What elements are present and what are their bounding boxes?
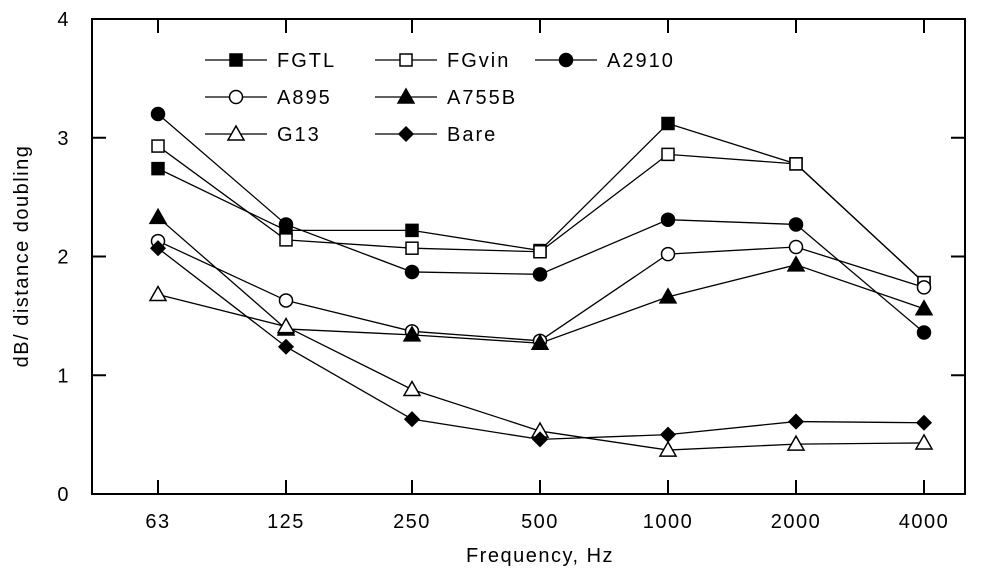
y-tick-label: 4 — [57, 9, 70, 31]
legend-item-fgtl: FGTL — [205, 50, 336, 72]
data-point-fgvin — [789, 157, 803, 171]
data-point-bare — [915, 414, 933, 431]
data-point-a895 — [788, 239, 804, 255]
data-point-bare — [531, 431, 549, 448]
data-point-fgvin — [279, 233, 293, 247]
data-point-a2910 — [404, 264, 420, 280]
x-tick-label: 4000 — [899, 511, 950, 533]
data-point-a755b — [148, 207, 168, 225]
legend-label: A895 — [277, 87, 332, 109]
y-axis-title: dB/ distance doubling — [11, 145, 33, 368]
y-tick-label: 0 — [57, 484, 70, 506]
data-point-a2910 — [150, 106, 166, 122]
data-point-g13 — [914, 433, 934, 450]
legend-item-a2910: A2910 — [535, 50, 675, 72]
x-tick-label: 1000 — [643, 511, 694, 533]
data-point-a2910 — [532, 267, 548, 282]
data-point-bare — [787, 413, 805, 430]
legend-label: FGvin — [447, 50, 510, 72]
data-point-a2910 — [278, 217, 294, 232]
legend-label: Bare — [447, 124, 497, 146]
legend-marker-g13 — [226, 124, 246, 141]
x-axis-title: Frequency, Hz — [466, 545, 614, 567]
legend-item-a755b: A755B — [375, 87, 517, 109]
legend-item-a895: A895 — [205, 87, 332, 109]
x-tick-label: 2000 — [771, 511, 822, 533]
legend-marker-fgvin — [399, 53, 413, 67]
data-point-fgvin — [405, 241, 419, 255]
y-tick-label: 2 — [57, 247, 70, 269]
data-point-a2910 — [916, 325, 932, 340]
legend-label: FGTL — [277, 50, 336, 72]
data-point-g13 — [786, 434, 806, 451]
data-point-fgtl — [661, 116, 675, 131]
legend-label: A2910 — [607, 50, 675, 72]
data-point-bare — [659, 426, 677, 443]
series-line-fgvin — [157, 145, 925, 284]
y-tick-label: 3 — [57, 128, 70, 150]
data-point-g13 — [148, 284, 168, 302]
legend-marker-bare — [397, 125, 415, 143]
data-point-a2910 — [788, 217, 804, 232]
y-tick-label: 1 — [57, 365, 70, 387]
series-line-a2910 — [157, 113, 925, 333]
legend-marker-a755b — [396, 87, 416, 104]
data-point-a895 — [278, 293, 294, 308]
data-point-a755b — [914, 299, 934, 316]
x-tick-label: 500 — [521, 511, 559, 533]
data-point-fgtl — [405, 223, 419, 238]
data-point-bare — [277, 338, 295, 355]
data-point-bare — [149, 240, 167, 257]
legend-label: A755B — [447, 87, 517, 109]
x-tick-label: 63 — [145, 511, 170, 533]
data-point-a755b — [786, 255, 806, 272]
data-point-fgvin — [533, 245, 547, 259]
legend-marker-fgtl — [229, 53, 243, 67]
x-tick-label: 125 — [267, 511, 305, 533]
legend-label: G13 — [277, 124, 321, 146]
data-point-a755b — [658, 287, 678, 304]
data-point-fgtl — [151, 161, 165, 176]
legend-item-bare: Bare — [375, 124, 497, 146]
data-point-fgvin — [661, 147, 675, 162]
data-point-fgvin — [151, 139, 165, 153]
data-point-a2910 — [660, 212, 676, 227]
data-point-bare — [403, 411, 421, 428]
data-point-g13 — [402, 379, 422, 397]
legend-marker-a895 — [228, 89, 244, 105]
data-point-g13 — [658, 440, 678, 457]
series-line-fgtl — [157, 122, 925, 284]
data-point-a895 — [916, 280, 932, 295]
x-tick-label: 250 — [393, 511, 431, 533]
data-point-a755b — [530, 333, 550, 350]
data-point-a895 — [660, 246, 676, 262]
legend-marker-a2910 — [558, 52, 574, 68]
data-point-a755b — [402, 325, 422, 342]
legend-item-g13: G13 — [205, 124, 321, 146]
legend-item-fgvin: FGvin — [375, 50, 510, 72]
data-point-g13 — [276, 317, 296, 334]
